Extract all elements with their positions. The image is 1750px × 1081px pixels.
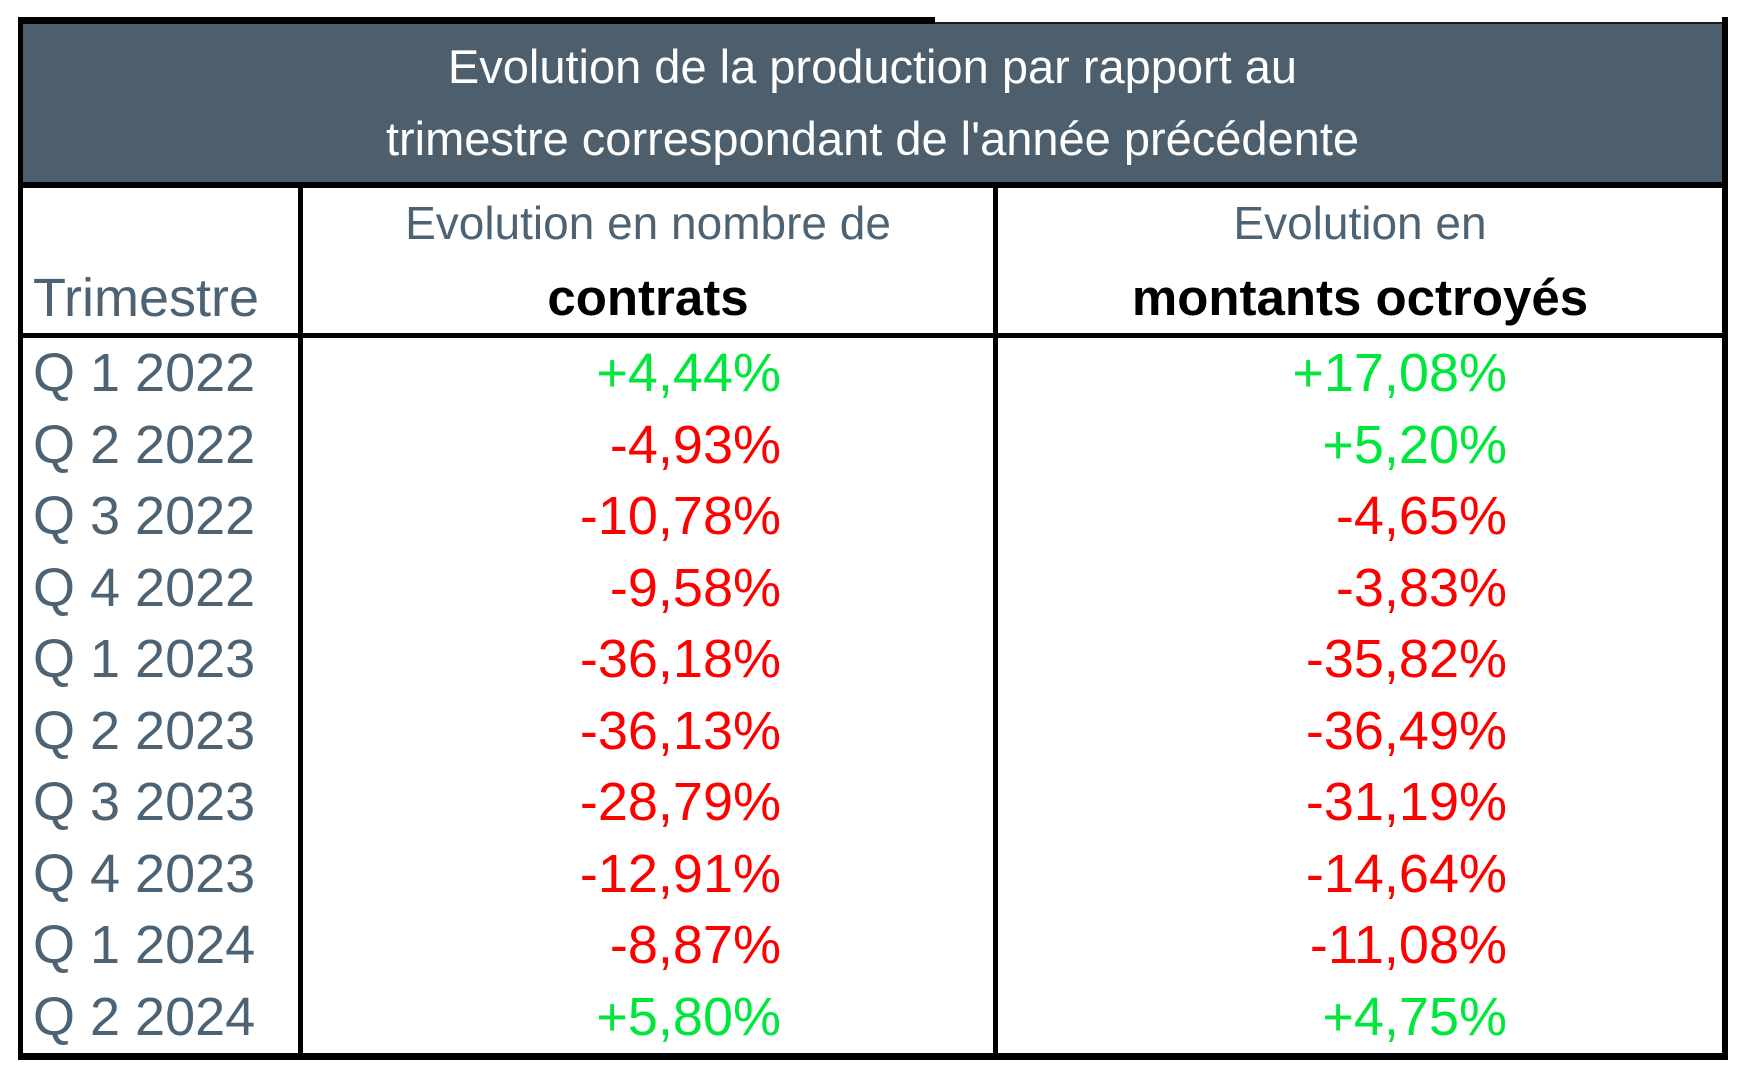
table-row: Q 4 2023 -12,91% -14,64% [23,838,1722,910]
table-row: Q 3 2023 -28,79% -31,19% [23,767,1722,839]
table-row: Q 1 2022 +4,44% +17,08% [23,338,1722,410]
amounts-evolution-value: -14,64% [1305,843,1507,904]
contracts-evolution-value: -10,78% [303,481,998,553]
quarter-label: Q 2 2023 [23,695,303,767]
table-row: Q 1 2024 -8,87% -11,08% [23,910,1722,982]
column-header-trimestre: Trimestre [23,188,303,333]
amounts-evolution-value: -36,49% [1305,700,1507,761]
amounts-evolution-value: -11,08% [1309,915,1507,975]
quarter-label: Q 3 2022 [23,481,303,553]
table-title: Evolution de la production par rapport a… [23,22,1722,182]
quarter-label: Q 4 2022 [23,552,303,624]
column-header-amounts: Evolution en montants octroyés [998,188,1722,333]
production-evolution-table: Evolution de la production par rapport a… [18,17,1728,1060]
contracts-evolution-value: -28,79% [303,767,998,839]
amounts-evolution-value: -35,82% [1305,629,1507,689]
table-row: Q 2 2024 +5,80% +4,75% [23,981,1722,1053]
table-row: Q 4 2022 -9,58% -3,83% [23,552,1722,624]
contracts-evolution-value: +5,80% [303,981,998,1053]
quarter-label: Q 1 2024 [23,910,303,982]
quarter-label: Q 4 2023 [23,838,303,910]
column-header-amounts-line2: montants octroyés [1131,269,1589,326]
amounts-evolution-value: +5,20% [1322,414,1507,475]
amounts-evolution-value: -4,65% [1335,486,1507,546]
column-header-contracts-line2: contrats [547,269,749,326]
table-row: Q 2 2023 -36,13% -36,49% [23,695,1722,767]
contracts-evolution-value: -4,93% [303,409,998,481]
contracts-evolution-value: -36,18% [303,624,998,696]
table-row: Q 2 2022 -4,93% +5,20% [23,409,1722,481]
quarter-label: Q 3 2023 [23,767,303,839]
contracts-evolution-value: -12,91% [303,838,998,910]
table-top-border-segment [18,17,935,24]
table-title-line1: Evolution de la production par rapport a… [447,40,1298,93]
table-title-line2: trimestre correspondant de l'année précé… [385,112,1360,165]
amounts-evolution-value: +4,75% [1322,986,1507,1047]
column-header-amounts-line1: Evolution en [1233,197,1487,249]
column-header-contracts-line1: Evolution en nombre de [405,197,891,249]
contracts-evolution-value: +4,44% [303,338,998,410]
contracts-evolution-value: -9,58% [303,552,998,624]
table-header-row: Trimestre Evolution en nombre de contrat… [23,182,1722,338]
amounts-evolution-value: -3,83% [1335,557,1507,618]
contracts-evolution-value: -8,87% [303,910,998,982]
table-body: Q 1 2022 +4,44% +17,08% Q 2 2022 -4,93% … [23,338,1722,1053]
amounts-evolution-value: -31,19% [1305,772,1507,832]
quarter-label: Q 1 2022 [23,338,303,410]
amounts-evolution-value: +17,08% [1292,343,1507,403]
contracts-evolution-value: -36,13% [303,695,998,767]
quarter-label: Q 2 2024 [23,981,303,1053]
quarter-label: Q 1 2023 [23,624,303,696]
table-row: Q 1 2023 -36,18% -35,82% [23,624,1722,696]
table-row: Q 3 2022 -10,78% -4,65% [23,481,1722,553]
quarter-label: Q 2 2022 [23,409,303,481]
column-header-contracts: Evolution en nombre de contrats [303,188,998,333]
